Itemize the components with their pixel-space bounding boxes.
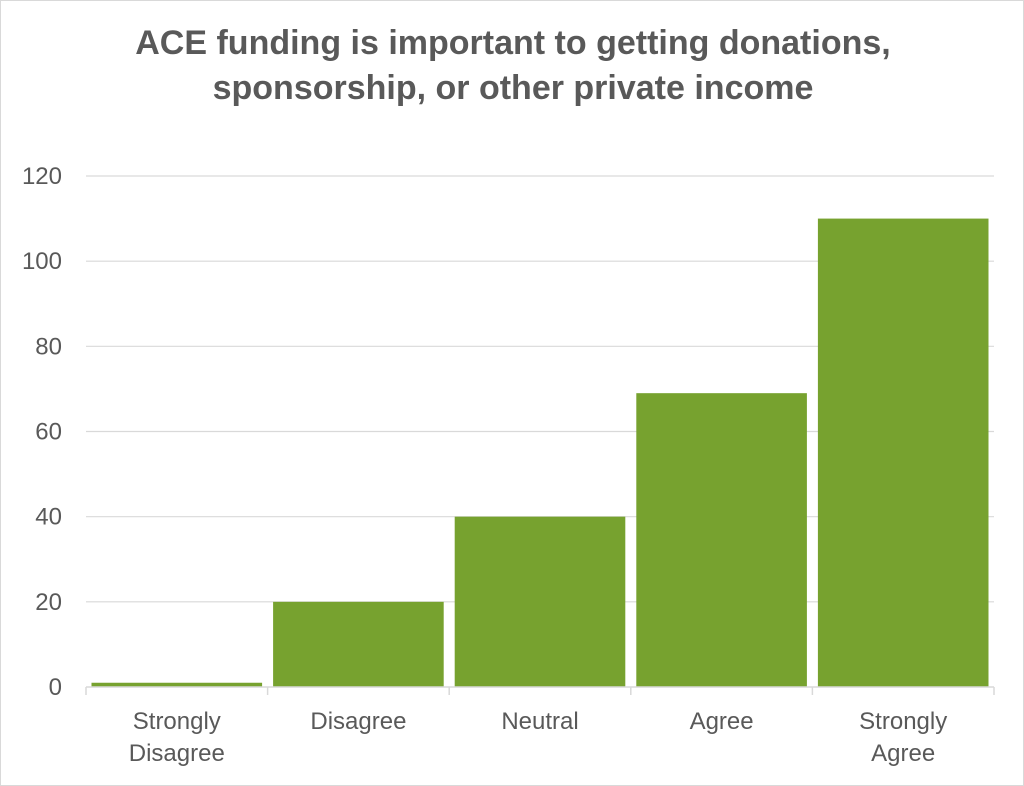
bar — [273, 601, 444, 687]
x-tick-label: Agree — [690, 708, 754, 735]
y-tick-label: 80 — [35, 333, 62, 360]
x-tick-label: Neutral — [501, 708, 578, 735]
y-tick-label: 0 — [49, 674, 62, 701]
x-tick-label: Strongly Disagree — [129, 708, 225, 767]
bar — [454, 516, 626, 687]
y-tick-label: 120 — [22, 163, 62, 190]
y-tick-label: 100 — [22, 248, 62, 275]
x-tick-label: Disagree — [310, 708, 406, 735]
x-tick-label: Strongly Agree — [859, 708, 947, 767]
x-axis — [85, 686, 995, 695]
chart-title: ACE funding is important to getting dona… — [135, 24, 891, 107]
y-tick-label: 60 — [35, 419, 62, 446]
y-tick-label: 40 — [35, 504, 62, 531]
bar — [636, 393, 807, 687]
y-tick-labels: 0 20 40 60 80 100 120 — [22, 163, 62, 701]
x-tick-labels: Strongly Disagree Disagree Neutral Agree Stro… — [129, 708, 947, 767]
bars — [91, 218, 989, 688]
y-tick-label: 20 — [35, 589, 62, 616]
bar — [91, 682, 263, 687]
bar — [817, 218, 989, 688]
